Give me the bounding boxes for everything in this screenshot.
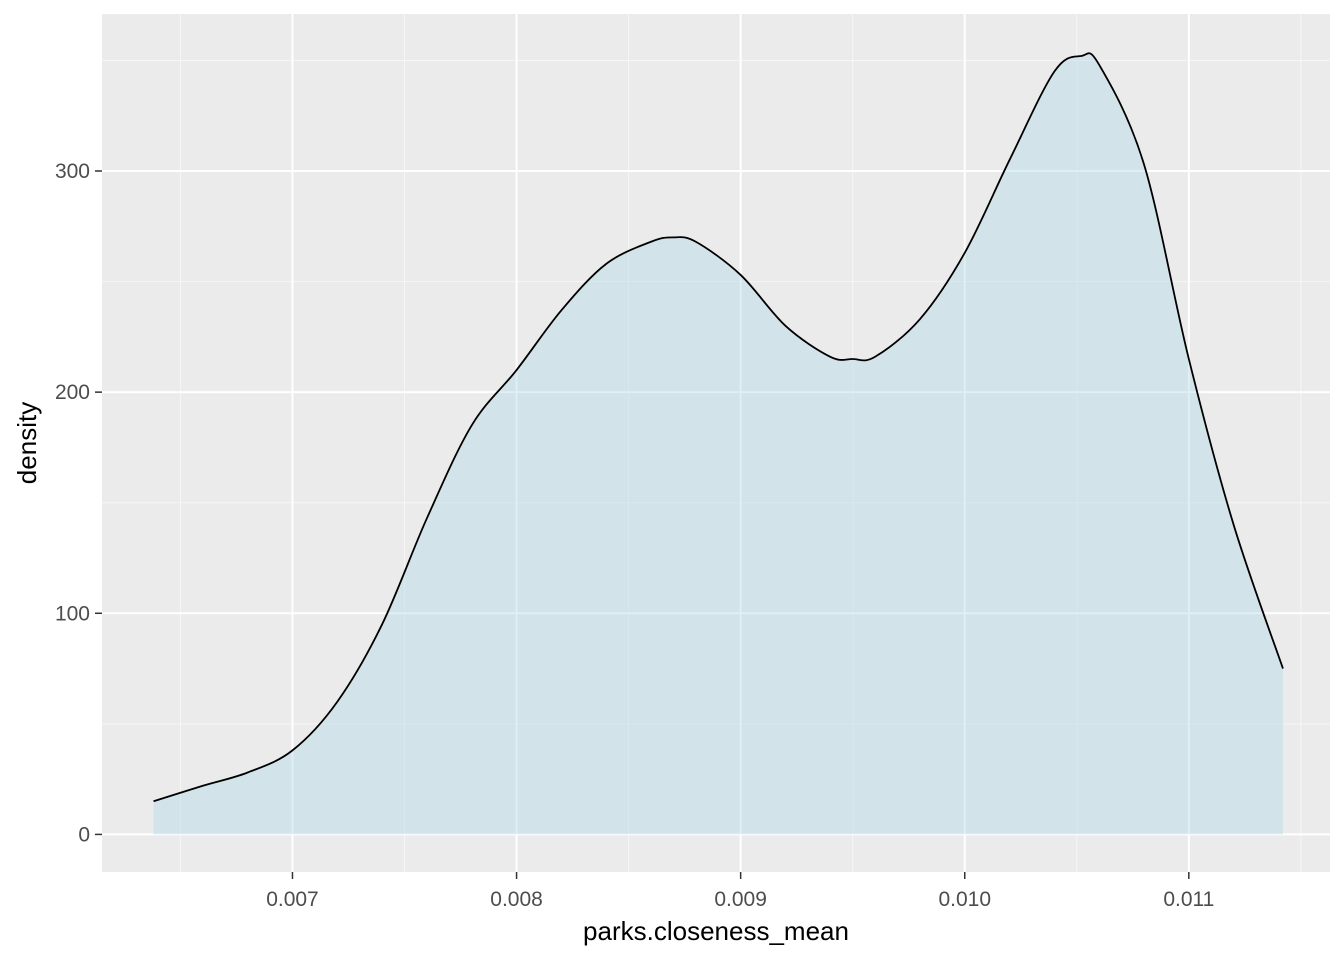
x-tick-label: 0.011: [1163, 888, 1214, 911]
major-gridlines: [102, 14, 1330, 872]
density-line: [153, 52, 1284, 803]
y-tick-label: 0: [78, 823, 90, 846]
minor-gridlines: [102, 14, 1330, 872]
y-tick-label: 100: [55, 602, 90, 625]
y-tick-label: 300: [55, 160, 90, 183]
y-tick-label: 200: [55, 381, 90, 404]
plot-panel: [102, 14, 1330, 872]
x-tick-label: 0.009: [714, 888, 767, 911]
x-axis-ticks: 0.007 0.008 0.009 0.010 0.011: [266, 872, 1214, 911]
y-axis-ticks: 0 100 200 300: [55, 160, 102, 846]
density-area: [153, 53, 1283, 835]
y-axis-title: density: [12, 402, 42, 484]
x-tick-label: 0.008: [490, 888, 543, 911]
x-tick-label: 0.007: [266, 888, 319, 911]
x-axis-title: parks.closeness_mean: [583, 916, 849, 946]
x-tick-label: 0.010: [938, 888, 991, 911]
